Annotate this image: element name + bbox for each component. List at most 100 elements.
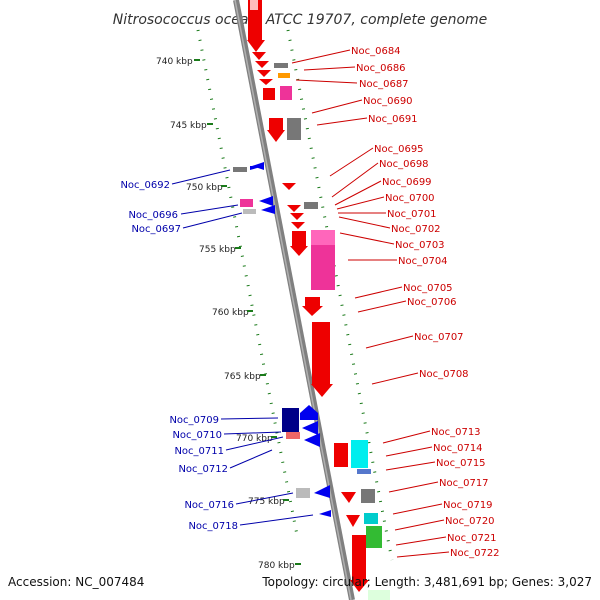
gene-label-noc-0696[interactable]: Noc_0696 bbox=[128, 210, 178, 221]
tick-label: 775 kbp bbox=[248, 497, 285, 507]
genome-backbone-highlight bbox=[234, 0, 352, 600]
gene-label-noc-0720[interactable]: Noc_0720 bbox=[445, 516, 495, 527]
gene-label-noc-0715[interactable]: Noc_0715 bbox=[436, 458, 486, 469]
tick-label: 745 kbp bbox=[170, 121, 207, 131]
gene-feature bbox=[247, 0, 265, 52]
gene-feature bbox=[290, 213, 304, 220]
gene-label-noc-0704[interactable]: Noc_0704 bbox=[398, 256, 448, 267]
reverse-labels: Noc_0692 Noc_0696 Noc_0697 Noc_0709 Noc_… bbox=[120, 180, 238, 532]
tick-labels: 740 kbp 745 kbp 750 kbp 755 kbp 760 kbp … bbox=[156, 57, 295, 571]
gene-feature bbox=[274, 63, 288, 68]
gene-label-noc-0711[interactable]: Noc_0711 bbox=[174, 446, 224, 457]
gene-feature bbox=[304, 202, 318, 209]
gene-feature bbox=[334, 443, 348, 467]
tick-label: 750 kbp bbox=[186, 183, 223, 193]
gene-feature bbox=[259, 196, 273, 206]
gene-feature bbox=[263, 88, 275, 100]
gene-feature bbox=[267, 118, 285, 142]
gene-feature bbox=[261, 205, 275, 214]
gene-label-noc-0719[interactable]: Noc_0719 bbox=[443, 500, 493, 511]
gene-feature bbox=[350, 535, 369, 592]
gene-feature bbox=[291, 222, 305, 229]
gene-label-noc-0706[interactable]: Noc_0706 bbox=[407, 297, 457, 308]
gene-label-noc-0718[interactable]: Noc_0718 bbox=[188, 521, 238, 532]
gene-label-noc-0710[interactable]: Noc_0710 bbox=[172, 430, 222, 441]
gene-feature bbox=[280, 86, 292, 100]
gene-feature bbox=[357, 469, 371, 474]
gene-label-noc-0712[interactable]: Noc_0712 bbox=[178, 464, 228, 475]
gene-label-noc-0690[interactable]: Noc_0690 bbox=[363, 96, 413, 107]
gene-label-noc-0705[interactable]: Noc_0705 bbox=[403, 283, 453, 294]
genome-backbone bbox=[233, 0, 355, 600]
tick-label: 760 kbp bbox=[212, 308, 249, 318]
gene-label-noc-0702[interactable]: Noc_0702 bbox=[391, 224, 441, 235]
gene-label-noc-0697[interactable]: Noc_0697 bbox=[131, 224, 181, 235]
gene-feature bbox=[257, 70, 271, 77]
gene-label-noc-0700[interactable]: Noc_0700 bbox=[385, 193, 435, 204]
topology-label: Topology: circular; Length: 3,481,691 bp… bbox=[261, 575, 592, 589]
gene-label-noc-0691[interactable]: Noc_0691 bbox=[368, 114, 418, 125]
gene-feature bbox=[314, 485, 330, 498]
gene-label-noc-0695[interactable]: Noc_0695 bbox=[374, 144, 424, 155]
gene-feature bbox=[346, 515, 360, 527]
ruler-right bbox=[286, 29, 394, 561]
gene-feature bbox=[304, 433, 320, 447]
tick-label: 765 kbp bbox=[224, 372, 261, 382]
gene-feature bbox=[319, 510, 331, 517]
gene-label-noc-0699[interactable]: Noc_0699 bbox=[382, 177, 432, 188]
gene-feature bbox=[368, 590, 390, 600]
tick-label: 740 kbp bbox=[156, 57, 193, 67]
accession-label: Accession: NC_007484 bbox=[8, 575, 144, 589]
gene-label-noc-0709[interactable]: Noc_0709 bbox=[169, 415, 219, 426]
reverse-leaders bbox=[171, 169, 314, 526]
gene-feature bbox=[311, 322, 333, 397]
gene-feature bbox=[252, 52, 266, 60]
tick-label: 770 kbp bbox=[236, 434, 273, 444]
gene-feature bbox=[361, 489, 375, 503]
gene-label-noc-0692[interactable]: Noc_0692 bbox=[120, 180, 170, 191]
tick-marks bbox=[194, 59, 301, 565]
gene-feature bbox=[259, 79, 273, 85]
tick-label: 755 kbp bbox=[199, 245, 236, 255]
gene-label-noc-0713[interactable]: Noc_0713 bbox=[431, 427, 481, 438]
gene-feature bbox=[252, 162, 264, 170]
gene-feature bbox=[296, 488, 310, 498]
forward-labels: Noc_0684 Noc_0686 Noc_0687 Noc_0690 Noc_… bbox=[351, 46, 500, 559]
gene-label-noc-0714[interactable]: Noc_0714 bbox=[433, 443, 483, 454]
gene-feature bbox=[302, 421, 318, 435]
forward-leaders bbox=[291, 49, 450, 558]
gene-label-noc-0717[interactable]: Noc_0717 bbox=[439, 478, 489, 489]
gene-feature bbox=[240, 199, 253, 207]
gene-label-noc-0716[interactable]: Noc_0716 bbox=[184, 500, 234, 511]
gene-feature bbox=[243, 209, 256, 214]
gene-feature bbox=[341, 492, 356, 503]
gene-feature bbox=[287, 118, 301, 140]
gene-feature bbox=[286, 432, 300, 439]
gene-feature bbox=[278, 73, 290, 78]
gene-feature bbox=[282, 183, 296, 190]
gene-feature bbox=[302, 297, 323, 316]
gene-feature bbox=[287, 205, 301, 212]
gene-label-noc-0721[interactable]: Noc_0721 bbox=[447, 533, 497, 544]
gene-feature bbox=[233, 167, 247, 172]
gene-feature bbox=[311, 230, 335, 245]
gene-label-noc-0687[interactable]: Noc_0687 bbox=[359, 79, 409, 90]
map-title: Nitrosococcus oceani ATCC 19707, complet… bbox=[113, 12, 488, 28]
gene-label-noc-0708[interactable]: Noc_0708 bbox=[419, 369, 469, 380]
gene-label-noc-0701[interactable]: Noc_0701 bbox=[387, 209, 437, 220]
gene-label-noc-0722[interactable]: Noc_0722 bbox=[450, 548, 500, 559]
gene-feature bbox=[366, 526, 382, 548]
gene-label-noc-0686[interactable]: Noc_0686 bbox=[356, 63, 406, 74]
gene-label-noc-0707[interactable]: Noc_0707 bbox=[414, 332, 464, 343]
gene-feature bbox=[255, 61, 269, 68]
gene-feature bbox=[300, 405, 318, 420]
forward-genes bbox=[247, 0, 390, 600]
gene-label-noc-0703[interactable]: Noc_0703 bbox=[395, 240, 445, 251]
gene-feature bbox=[364, 513, 378, 524]
gene-feature bbox=[290, 231, 308, 256]
gene-label-noc-0698[interactable]: Noc_0698 bbox=[379, 159, 429, 170]
gene-feature bbox=[250, 0, 258, 10]
gene-label-noc-0684[interactable]: Noc_0684 bbox=[351, 46, 401, 57]
gene-feature bbox=[282, 408, 299, 432]
